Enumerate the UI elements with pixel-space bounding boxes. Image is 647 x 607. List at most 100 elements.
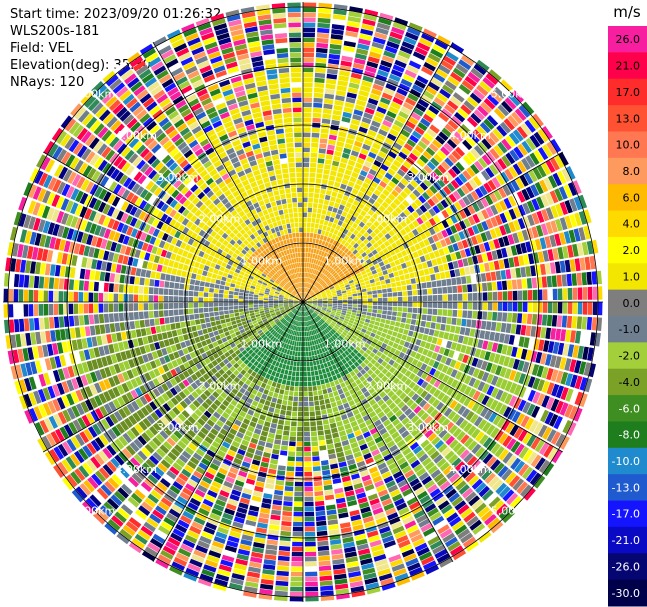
radar-ray (303, 302, 603, 331)
nrays-text: NRays: 120 (10, 75, 85, 90)
radar-ray (13, 211, 303, 302)
radar-ray (303, 302, 588, 408)
radar-ray (303, 28, 437, 302)
radar-ray (303, 302, 350, 600)
radar-ppi-plot: 1.00km 1.00km 1.00km 1.00km 2.00km 2.00km 2.00… (3, 2, 603, 602)
radar-ray (303, 302, 577, 436)
colorbar-swatch (608, 52, 647, 80)
radar-ray (303, 302, 492, 543)
radar-ray (303, 302, 396, 591)
colorbar-swatch (608, 395, 647, 422)
colorbar-swatch (608, 289, 647, 317)
radar-ray (303, 79, 514, 302)
colorbar-swatch (608, 105, 647, 132)
radar-ray (10, 302, 303, 380)
colorbar-swatch (608, 447, 647, 475)
colorbar-swatch (608, 157, 647, 185)
radar-ray (91, 81, 303, 302)
range-ring-label: 3.00km (157, 421, 199, 434)
radar-ray (71, 302, 303, 503)
colorbar-swatch (608, 131, 647, 159)
radar-ray (5, 257, 303, 302)
radar-ray (36, 154, 303, 302)
radar-ray (4, 302, 303, 334)
azimuth-spoke (42, 151, 564, 453)
range-ring-label: 2.00km (366, 379, 408, 392)
range-ring-label: 1.00km (324, 338, 366, 351)
radar-ray (80, 91, 303, 302)
radar-ray (303, 12, 394, 302)
radar-bins (3, 2, 603, 602)
radar-ray (44, 302, 303, 466)
range-ring-label: 5.00km (491, 505, 533, 518)
radar-ray (303, 270, 602, 302)
colorbar-tick-label: 10.0 (616, 139, 641, 152)
colorbar-swatch (608, 579, 647, 607)
radar-ray (303, 194, 588, 302)
radar-ray (303, 209, 592, 302)
range-ring-label: 1.00km (324, 254, 366, 267)
colorbar-tick-label: -8.0 (619, 429, 640, 442)
radar-ray (18, 302, 303, 410)
colorbar-tick-label: 8.0 (623, 165, 641, 178)
radar-ray (183, 302, 303, 582)
radar-ray (62, 302, 303, 491)
range-ring-label: 1.00km (240, 254, 282, 267)
radar-ray (303, 302, 593, 393)
radar-ray (303, 302, 439, 575)
colorbar-swatch (608, 368, 647, 396)
radar-ray (303, 224, 596, 302)
radar-ray (303, 4, 348, 302)
colorbar-tick-label: -1.0 (619, 323, 640, 336)
radar-ray (303, 302, 381, 595)
field-text: Field: VEL (10, 41, 73, 56)
range-ring-label: 2.00km (199, 379, 241, 392)
radar-ray (303, 42, 465, 302)
radar-ray (167, 29, 303, 302)
radar-ray (18, 196, 303, 302)
radar-ray (256, 4, 303, 302)
radar-ray (37, 302, 303, 452)
colorbar-tick-label: 26.0 (616, 33, 641, 46)
radar-ray (3, 288, 303, 302)
colorbar-tick-label: -10.0 (612, 455, 640, 468)
range-ring-label: 4.00km (115, 129, 157, 142)
colorbar-swatch (608, 236, 647, 264)
colorbar-tick-label: -26.0 (612, 560, 640, 573)
radar-ray (227, 302, 303, 595)
colorbar-swatch (608, 500, 647, 528)
radar-ray (82, 302, 303, 514)
colorbar-tick-label: 0.0 (623, 297, 641, 310)
colorbar-unit: m/s (613, 3, 641, 21)
radar-ray (169, 302, 303, 576)
radar-ray (30, 302, 303, 438)
radar-ray (127, 52, 303, 302)
range-ring-labels: 1.00km 1.00km 1.00km 1.00km 2.00km 2.00km 2.00… (74, 87, 533, 517)
radar-ray (116, 302, 303, 545)
colorbar-tick-label: -21.0 (612, 534, 640, 547)
radar-ray (303, 69, 502, 302)
radar-ray (303, 90, 524, 302)
radar-ray (3, 273, 303, 302)
range-ring-label: 5.00km (74, 505, 116, 518)
radar-ray (303, 35, 451, 302)
radar-ray (289, 302, 303, 602)
colorbar-tick-label: 2.0 (623, 244, 641, 257)
colorbar-swatch (608, 26, 647, 53)
colorbar-tick-label: 13.0 (616, 112, 641, 125)
radar-ray (303, 302, 583, 422)
radar-ray (303, 302, 601, 347)
colorbar-swatch (608, 553, 647, 581)
radar-ray (3, 302, 303, 318)
range-ring-label: 5.00km (74, 87, 116, 100)
radar-ray (43, 140, 303, 302)
colorbar-swatch (608, 263, 647, 291)
colorbar-swatch (608, 210, 647, 238)
radar-ray (303, 302, 467, 561)
radar-ray (303, 180, 582, 302)
radar-ray (303, 2, 317, 302)
colorbar-tick-label: -6.0 (619, 402, 640, 415)
radar-ray (303, 302, 425, 581)
range-ring-label: 1.00km (240, 338, 282, 351)
range-ring-label: 4.00km (115, 463, 157, 476)
